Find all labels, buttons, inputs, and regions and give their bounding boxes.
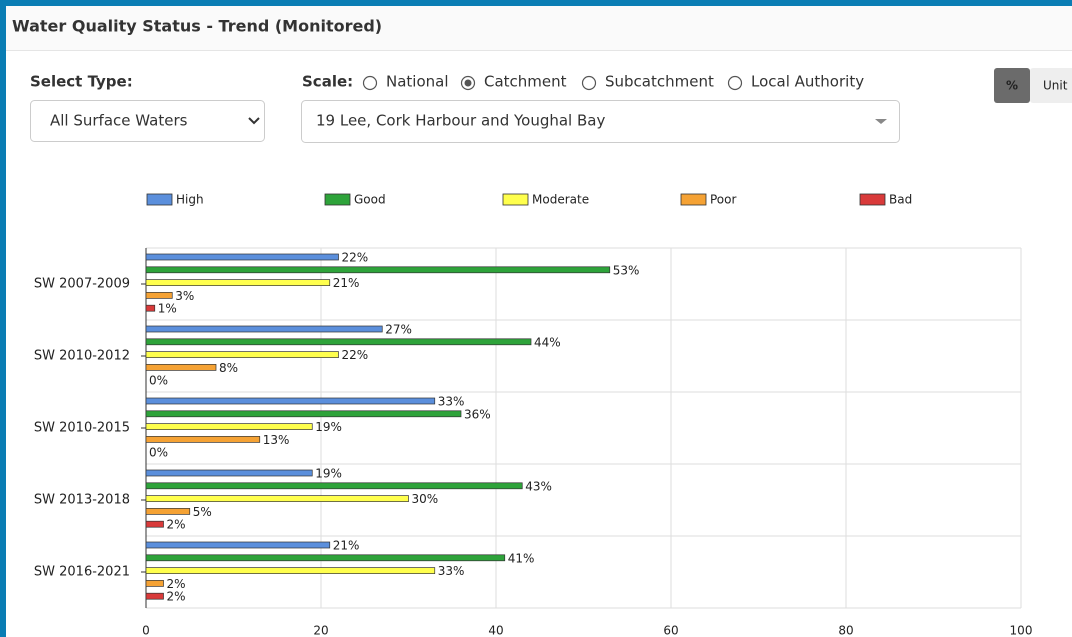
- value-label: 30%: [412, 492, 439, 506]
- value-label: 0%: [149, 446, 168, 460]
- y-tick-label: SW 2016-2021: [34, 565, 130, 580]
- value-label: 2%: [167, 518, 186, 532]
- x-tick-label: 80: [838, 624, 853, 637]
- bar: [145, 266, 611, 274]
- value-label: 36%: [464, 407, 491, 421]
- value-label: 53%: [613, 263, 640, 277]
- toggle-label[interactable]: %: [1006, 79, 1018, 93]
- legend-label: Poor: [710, 193, 736, 207]
- value-label: 13%: [263, 433, 290, 447]
- value-label: 0%: [149, 374, 168, 388]
- bar: [145, 351, 339, 358]
- value-label: 5%: [193, 505, 212, 519]
- bar: [145, 580, 164, 587]
- bar: [145, 482, 523, 490]
- y-tick-label: SW 2013-2018: [34, 493, 130, 508]
- toggle-button[interactable]: [1030, 68, 1072, 103]
- bar: [145, 423, 313, 430]
- toggle-label[interactable]: Unit: [1043, 79, 1068, 93]
- x-tick-label: 20: [313, 624, 328, 637]
- value-label: 2%: [167, 590, 186, 604]
- x-tick-label: 100: [1010, 624, 1033, 637]
- select-type-label: Select Type:: [30, 73, 133, 91]
- bar: [145, 567, 436, 574]
- bar: [145, 253, 339, 261]
- area-select[interactable]: [301, 100, 900, 143]
- unit-toggle: % Unit: [994, 68, 1072, 103]
- legend-swatch: [859, 193, 886, 206]
- bar: [145, 495, 409, 502]
- legend-label: Moderate: [532, 193, 589, 207]
- bar: [145, 520, 164, 528]
- type-select-value[interactable]: All Surface Waters: [50, 112, 188, 130]
- legend-swatch: [146, 193, 173, 206]
- value-label: 43%: [525, 479, 552, 493]
- radio-dot: [464, 79, 472, 87]
- value-label: 33%: [438, 395, 465, 409]
- value-label: 27%: [385, 323, 412, 337]
- select-chevron: [248, 117, 260, 125]
- toggle-button[interactable]: [994, 68, 1030, 103]
- radio[interactable]: [362, 75, 378, 91]
- scale-radios: National Catchment Subcatchment Local Autho…: [362, 73, 864, 91]
- x-tick-label: 0: [142, 624, 150, 637]
- panel-title: Water Quality Status - Trend (Monitored): [12, 17, 382, 36]
- area-select-value[interactable]: 19 Lee, Cork Harbour and Youghal Bay: [316, 112, 605, 130]
- bar: [145, 541, 331, 549]
- bar: [145, 592, 164, 600]
- value-label: 1%: [158, 302, 177, 316]
- y-tick-label: SW 2010-2012: [34, 349, 130, 364]
- bar: [145, 292, 173, 299]
- bar: [145, 554, 506, 562]
- legend-swatch: [502, 193, 529, 206]
- bar: [145, 304, 156, 312]
- legend-label: Good: [354, 193, 386, 207]
- scale-label: Scale:: [302, 73, 353, 91]
- value-label: 19%: [315, 467, 342, 481]
- legend-label: Bad: [889, 193, 912, 207]
- radio-label[interactable]: Subcatchment: [605, 73, 714, 91]
- area-chevron: [875, 119, 887, 124]
- value-label: 22%: [342, 251, 369, 265]
- panel: Water Quality Status - Trend (Monitored)…: [6, 6, 1072, 637]
- value-label: 2%: [167, 577, 186, 591]
- bar: [145, 508, 191, 515]
- value-label: 22%: [342, 348, 369, 362]
- type-select[interactable]: [30, 100, 265, 142]
- bar: [145, 469, 313, 477]
- bar: [145, 436, 261, 443]
- value-label: 41%: [508, 551, 535, 565]
- radio[interactable]: [727, 75, 743, 91]
- legend-swatch: [324, 193, 351, 206]
- value-label: 19%: [315, 420, 342, 434]
- x-tick-label: 40: [488, 624, 503, 637]
- value-label: 33%: [438, 564, 465, 578]
- screen: Water Quality Status - Trend (Monitored)…: [6, 6, 1072, 637]
- legend-label: High: [176, 193, 204, 207]
- y-tick-label: SW 2007-2009: [34, 277, 130, 292]
- bar: [145, 397, 436, 405]
- value-label: 3%: [175, 289, 194, 303]
- radio-label[interactable]: National: [386, 73, 449, 91]
- bar: [145, 364, 217, 371]
- value-label: 44%: [534, 335, 561, 349]
- radio[interactable]: [581, 75, 597, 91]
- bar: [145, 325, 383, 333]
- bar: [145, 279, 331, 286]
- value-label: 8%: [219, 361, 238, 375]
- radio-label[interactable]: Local Authority: [751, 73, 864, 91]
- bar: [145, 410, 462, 418]
- value-label: 21%: [333, 539, 360, 553]
- x-tick-label: 60: [663, 624, 678, 637]
- radio-label[interactable]: Catchment: [484, 73, 567, 91]
- legend-swatch: [680, 193, 707, 206]
- header-bar: [6, 6, 1072, 50]
- y-tick-label: SW 2010-2015: [34, 421, 130, 436]
- bar: [145, 338, 532, 346]
- value-label: 21%: [333, 276, 360, 290]
